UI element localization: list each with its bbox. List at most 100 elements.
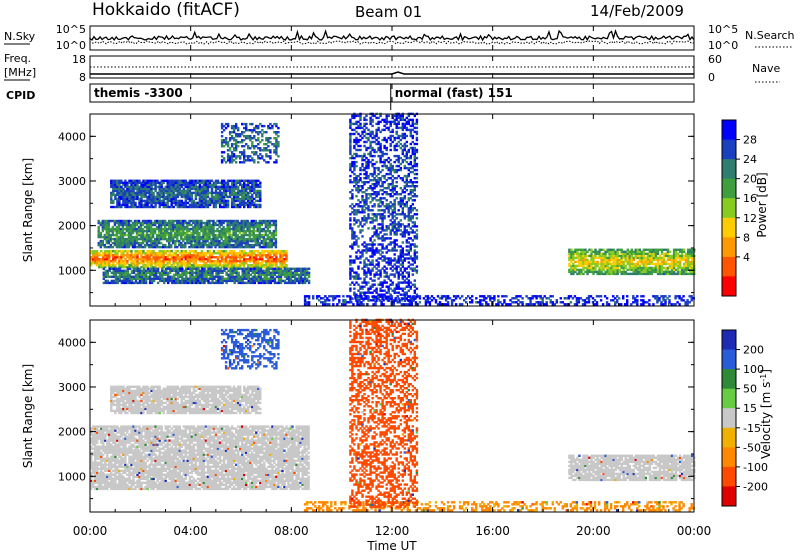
heatmap-cell: [254, 229, 257, 233]
heatmap-cell: [139, 223, 143, 227]
heatmap-cell: [666, 268, 670, 272]
heatmap-cell: [216, 233, 219, 237]
heatmap-cell: [130, 187, 133, 191]
heatmap-cell: [654, 258, 658, 262]
heatmap-cell: [582, 272, 585, 276]
heatmap-cell: [130, 258, 133, 261]
heatmap-cell: [672, 250, 676, 253]
heatmap-cell: [251, 159, 254, 162]
heatmap-cell: [152, 201, 155, 205]
heatmap-cell: [182, 203, 185, 207]
heatmap-cell: [226, 254, 230, 257]
heatmap-cell: [600, 272, 603, 276]
heatmap-cell: [204, 229, 207, 233]
heatmap-cell: [145, 233, 149, 237]
heatmap-cell: [285, 260, 288, 263]
heatmap-cell: [192, 179, 196, 182]
heatmap-cell: [261, 129, 264, 132]
heatmap-cell: [232, 155, 236, 158]
heatmap-cell: [176, 245, 179, 249]
heatmap-cell: [168, 254, 171, 257]
heatmap-cell: [237, 126, 240, 130]
heatmap-cell: [232, 227, 235, 231]
heatmap-cell: [226, 185, 230, 189]
heatmap-cell: [610, 248, 613, 251]
heatmap-cell: [265, 262, 268, 265]
heatmap-cell: [265, 139, 268, 142]
heatmap-cell: [130, 262, 133, 265]
heatmap-cell: [235, 124, 238, 128]
heatmap-cell: [204, 185, 208, 189]
heatmap-cell: [256, 225, 259, 229]
heatmap-cell: [268, 231, 272, 235]
heatmap-cell: [182, 243, 185, 247]
heatmap-cell: [236, 243, 239, 247]
heatmap-cell: [279, 250, 282, 253]
heatmap-cell: [636, 299, 639, 302]
heatmap-cell: [228, 235, 231, 239]
heatmap-cell: [182, 187, 185, 191]
heatmap-cell: [188, 260, 192, 263]
heatmap-cell: [239, 141, 242, 144]
heatmap-cell: [239, 258, 242, 261]
heatmap-cell: [279, 254, 282, 257]
heatmap-cell: [105, 225, 108, 229]
heatmap-cell: [222, 124, 226, 128]
heatmap-cell: [259, 147, 262, 150]
heatmap-cell: [264, 243, 268, 247]
heatmap-cell: [586, 258, 589, 262]
heatmap-cell: [267, 155, 270, 158]
heatmap-cell: [114, 258, 117, 261]
heatmap-cell: [168, 258, 171, 261]
heatmap-cell: [251, 129, 254, 132]
heatmap-cell: [209, 273, 212, 276]
heatmap-cell: [130, 275, 134, 278]
heatmap-cell: [142, 179, 145, 182]
heatmap-cell: [94, 256, 97, 259]
heatmap-cell: [374, 303, 377, 306]
heatmap-cell: [127, 239, 131, 243]
heatmap-cell: [264, 233, 268, 237]
heatmap-cell: [145, 231, 149, 235]
heatmap-cell: [672, 266, 676, 270]
heatmap-cell: [584, 250, 587, 253]
heatmap-cell: [164, 229, 167, 233]
heatmap-cell: [130, 197, 133, 201]
heatmap-cell: [644, 258, 648, 262]
heatmap-cell: [170, 237, 173, 241]
heatmap-cell: [119, 227, 123, 231]
heatmap-cell: [132, 187, 135, 191]
heatmap-cell: [578, 264, 581, 268]
heatmap-cell: [124, 181, 127, 184]
heatmap-cell: [149, 227, 153, 231]
heatmap-cell: [264, 221, 268, 225]
heatmap-cell: [275, 143, 278, 146]
heatmap-cell: [214, 199, 218, 203]
heatmap-cell: [678, 260, 682, 264]
heatmap-cell: [235, 273, 238, 276]
heatmap-cell: [121, 231, 125, 235]
heatmap-cell: [519, 295, 522, 298]
heatmap-cell: [216, 187, 220, 191]
heatmap-cell: [242, 221, 245, 225]
heatmap-cell: [180, 205, 183, 209]
heatmap-cell: [640, 303, 643, 306]
heatmap-cell: [119, 229, 123, 233]
heatmap-cell: [600, 254, 603, 258]
heatmap-cell: [293, 275, 297, 278]
heatmap-cell: [652, 256, 656, 260]
heatmap-cell: [222, 245, 225, 249]
site-title: Hokkaido (fitACF): [92, 0, 240, 20]
heatmap-cell: [172, 197, 175, 201]
heatmap-cell: [608, 270, 611, 274]
heatmap-cell: [140, 266, 143, 269]
heatmap-cell: [224, 241, 227, 245]
heatmap-cell: [269, 279, 273, 283]
heatmap-cell: [160, 181, 163, 184]
heatmap-cell: [691, 254, 694, 258]
heatmap-cell: [267, 141, 270, 144]
heatmap-cell: [251, 151, 254, 154]
heatmap-cell: [689, 266, 692, 270]
heatmap-cell: [149, 219, 153, 223]
heatmap-cell: [650, 252, 654, 255]
